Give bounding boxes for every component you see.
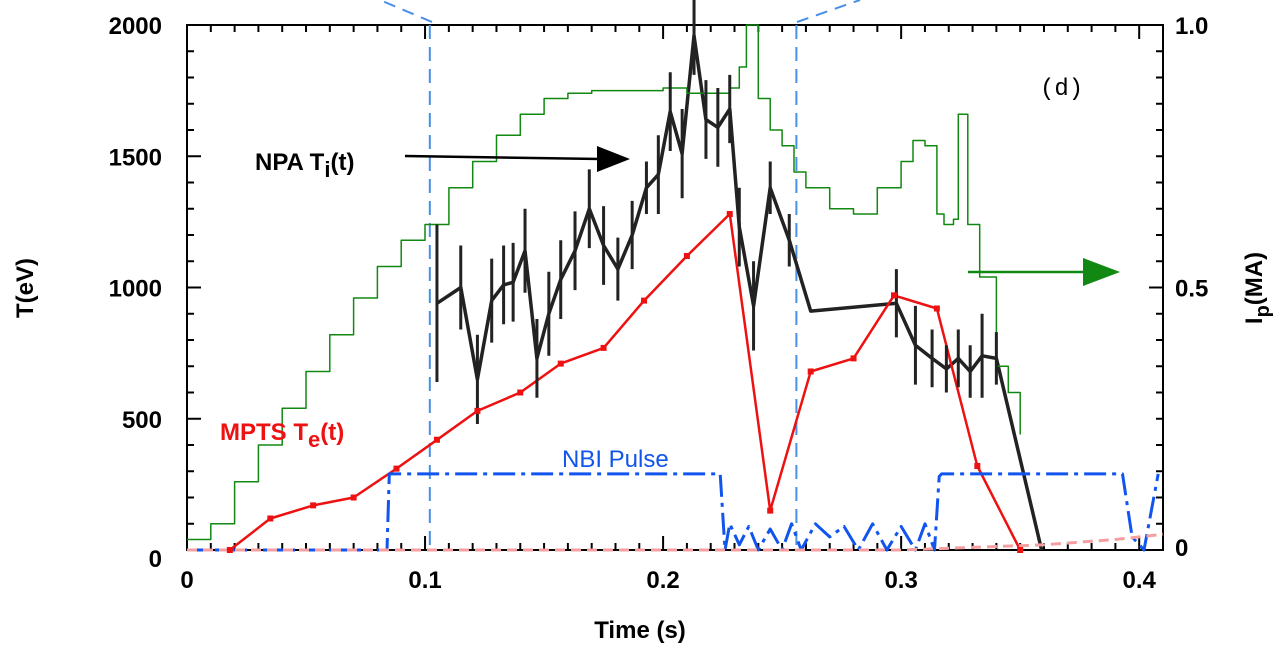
npa-arrow-head [597, 146, 630, 172]
series-line-1 [229, 212, 1022, 551]
series-layer [187, 24, 1164, 552]
axis-ticks: 0 0.1 0.2 0.3 0.4 0 500 1000 1500 2000 0 0.5 1.0 [109, 13, 1209, 594]
y-left-tick-label: 1000 [109, 276, 162, 303]
mpts-point [683, 253, 690, 259]
mpts-point [433, 436, 440, 443]
mpts-point [393, 465, 400, 472]
mpts-point [974, 463, 981, 469]
y-left-axis-title: T(eV) [12, 258, 39, 318]
npa-arrow-shaft [404, 154, 601, 161]
mpts-point [726, 211, 733, 217]
y-left-tick-label: 500 [122, 407, 162, 434]
x-tick-label: 0 [180, 567, 193, 594]
zoom-projection-right [796, 0, 861, 23]
mpts-point [350, 494, 357, 501]
y-left-tick-label: 2000 [109, 13, 162, 40]
x-tick-label: 0.1 [408, 567, 441, 594]
mpts-point [310, 502, 317, 509]
mpts-point [474, 407, 481, 414]
nbi-pulse-label: NBI Pulse [562, 446, 669, 473]
zoom-projection-left [379, 0, 433, 23]
mpts-point [891, 292, 898, 299]
x-tick-label: 0.2 [646, 567, 679, 594]
mpts-point [807, 368, 814, 375]
y-right-title-sub: p [1252, 305, 1274, 317]
mpts-point [557, 360, 564, 367]
mpts-point [517, 389, 524, 396]
npa-label-main: NPA T [255, 149, 325, 176]
x-tick-label: 0.4 [1123, 567, 1157, 594]
y-left-tick-label: 0 [149, 546, 162, 573]
mpts-point [600, 344, 607, 351]
mpts-point [267, 515, 274, 522]
mpts-point [933, 305, 940, 312]
y-left-tick-label: 1500 [109, 144, 162, 171]
plot-frame [186, 24, 1164, 551]
mpts-series-label: MPTS Te(t) [220, 419, 344, 452]
y-right-axis-title: Ip(MA) [1241, 252, 1274, 324]
ip-arrow-head [1083, 258, 1120, 286]
mpts-point [226, 547, 233, 553]
points-layer [226, 0, 1024, 553]
npa-label-sub: i [324, 157, 330, 182]
y-right-title-tail: (MA) [1241, 252, 1268, 305]
mpts-point [641, 297, 648, 304]
mpts-point [1017, 547, 1024, 553]
y-right-tick-label: 0 [1175, 535, 1188, 562]
y-right-tick-label: 1.0 [1175, 13, 1208, 40]
x-axis-title: Time (s) [594, 617, 686, 644]
series-line-3 [187, 472, 1160, 552]
y-right-tick-label: 0.5 [1175, 276, 1208, 303]
series-line-2 [187, 24, 1021, 541]
mpts-point [767, 507, 774, 514]
series-line-4 [187, 532, 1164, 552]
panel-label: (d) [1040, 76, 1083, 103]
npa-series-label: NPA Ti(t) [255, 149, 354, 182]
mpts-label-main: MPTS T [220, 419, 308, 446]
npa-label-tail: (t) [330, 149, 354, 176]
mpts-label-tail: (t) [320, 419, 344, 446]
mpts-point [850, 355, 857, 362]
x-tick-label: 0.3 [884, 567, 917, 594]
y-right-title-main: I [1241, 317, 1268, 324]
mpts-label-sub: e [308, 427, 320, 452]
